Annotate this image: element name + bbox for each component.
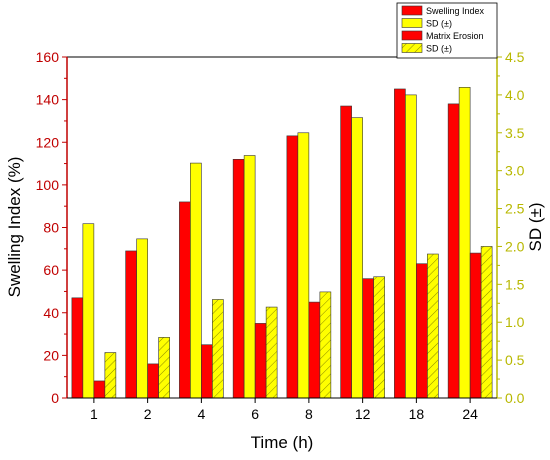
y-left-tick-label: 0 xyxy=(51,390,59,406)
y-right-tick-label: 1.0 xyxy=(505,314,525,330)
bar-4-4 xyxy=(212,299,224,399)
bar-1-12 xyxy=(340,105,352,399)
x-tick-label: 8 xyxy=(305,406,313,422)
y-left-tick-label: 80 xyxy=(43,220,59,236)
bar-1-24 xyxy=(447,103,460,399)
x-tick-label: 12 xyxy=(355,406,371,422)
legend-label: Matrix Erosion xyxy=(426,31,484,41)
x-axis-title: Time (h) xyxy=(251,433,314,452)
y-right-tick-label: 2.5 xyxy=(505,201,525,217)
y-left-tick-label: 20 xyxy=(43,347,59,363)
y-axis-right-title: SD (±) xyxy=(526,203,545,252)
legend-swatch xyxy=(401,30,423,41)
legend: Swelling Index SD (±) Matrix Erosion SD (±) xyxy=(396,2,498,59)
y-left-tick-label: 140 xyxy=(36,92,60,108)
y-right-tick-label: 3.0 xyxy=(505,163,525,179)
bar-1-1 xyxy=(71,297,84,399)
y-right-tick-label: 3.5 xyxy=(505,125,525,141)
bar-3-8 xyxy=(308,301,321,399)
x-tick-label: 24 xyxy=(462,406,478,422)
bar-3-1 xyxy=(93,380,106,399)
axes-group: 1 2 4 6 8 12 18 240204060801001201401600.00.51.… xyxy=(36,49,525,422)
bar-1-2 xyxy=(125,250,137,399)
x-tick-label: 6 xyxy=(251,406,259,422)
bar-2-24 xyxy=(458,87,471,399)
bar-3-18 xyxy=(416,263,428,399)
bar-3-2 xyxy=(147,363,159,399)
legend-label: SD (±) xyxy=(426,19,452,29)
y-right-tick-label: 0.5 xyxy=(505,352,525,368)
y-right-tick-label: 4.0 xyxy=(505,87,525,103)
legend-swatch xyxy=(401,5,423,16)
bar-2-4 xyxy=(190,162,202,399)
y-left-tick-label: 160 xyxy=(36,49,60,65)
x-tick-label: 2 xyxy=(144,406,152,422)
bar-2-12 xyxy=(351,117,363,399)
bar-3-4 xyxy=(201,344,213,399)
bar-4-24 xyxy=(480,246,493,399)
y-right-tick-label: 0.0 xyxy=(505,390,525,406)
bar-4-1 xyxy=(104,352,117,399)
bar-3-24 xyxy=(469,252,482,399)
bar-2-18 xyxy=(405,94,417,399)
bar-4-2 xyxy=(158,337,170,399)
bar-4-8 xyxy=(319,291,332,399)
legend-swatch xyxy=(401,18,423,28)
bars-group xyxy=(71,87,493,399)
bar-2-1 xyxy=(82,223,95,399)
bar-3-12 xyxy=(362,278,374,399)
bar-2-2 xyxy=(136,238,148,399)
bar-2-6 xyxy=(243,155,256,399)
bar-1-6 xyxy=(232,159,245,399)
bar-4-18 xyxy=(427,253,439,399)
bar-4-6 xyxy=(265,306,278,399)
x-tick-label: 1 xyxy=(90,406,98,422)
bar-1-8 xyxy=(286,135,299,399)
y-left-tick-label: 100 xyxy=(36,177,60,193)
x-tick-label: 4 xyxy=(197,406,205,422)
y-axis-left-title: Swelling Index (%) xyxy=(5,157,24,298)
y-left-tick-label: 40 xyxy=(43,305,59,321)
bar-1-18 xyxy=(394,88,406,399)
y-right-tick-label: 1.5 xyxy=(505,276,525,292)
x-tick-label: 18 xyxy=(409,406,425,422)
legend-swatch xyxy=(401,43,423,53)
y-left-tick-label: 120 xyxy=(36,134,60,150)
y-left-tick-label: 60 xyxy=(43,262,59,278)
bar-1-4 xyxy=(179,201,191,399)
y-right-tick-label: 4.5 xyxy=(505,49,525,65)
y-right-tick-label: 2.0 xyxy=(505,238,525,254)
bar-2-8 xyxy=(297,132,310,399)
bar-3-6 xyxy=(254,323,267,399)
legend-label: Swelling Index xyxy=(426,6,485,16)
legend-label: SD (±) xyxy=(426,44,452,54)
bar-4-12 xyxy=(373,276,385,399)
